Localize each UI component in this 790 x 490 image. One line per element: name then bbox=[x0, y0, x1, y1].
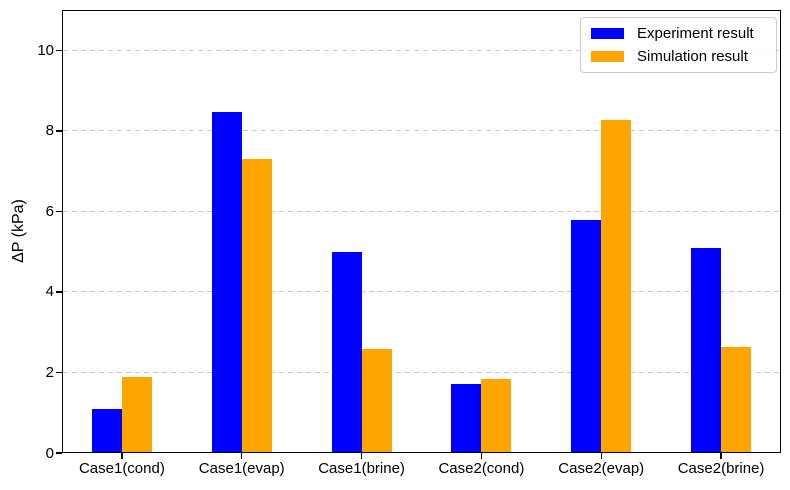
x-tick-label-case1-evap: Case1(evap) bbox=[198, 460, 285, 477]
plot-area bbox=[62, 10, 781, 453]
y-tick-label-2: 2 bbox=[45, 363, 54, 381]
gridline-y-2 bbox=[63, 371, 780, 374]
y-axis-label: ΔP (kPa) bbox=[10, 199, 27, 263]
y-tick-label-8: 8 bbox=[45, 122, 54, 140]
bar-simulation-case1-evap bbox=[241, 158, 272, 452]
bar-simulation-case1-brine bbox=[361, 348, 392, 452]
y-tick-8 bbox=[56, 130, 62, 132]
bar-simulation-case1-cond bbox=[121, 376, 152, 452]
legend-label-experiment: Experiment result bbox=[637, 25, 754, 43]
legend-item-experiment: Experiment result bbox=[591, 25, 766, 42]
bar-simulation-case2-cond bbox=[481, 379, 512, 452]
x-tick-case1-cond bbox=[121, 453, 123, 459]
legend: Experiment result Simulation result bbox=[580, 17, 777, 73]
x-tick-case2-cond bbox=[480, 453, 483, 459]
bar-simulation-case2-brine bbox=[721, 346, 752, 452]
bar-experiment-case1-cond bbox=[91, 409, 122, 452]
x-tick-label-case2-brine: Case2(brine) bbox=[677, 460, 765, 477]
legend-item-simulation: Simulation result bbox=[591, 48, 766, 65]
y-tick-label-10: 10 bbox=[37, 41, 54, 59]
y-tick-label-4: 4 bbox=[45, 283, 54, 301]
bar-experiment-case1-evap bbox=[211, 111, 242, 452]
y-tick-10 bbox=[56, 49, 62, 51]
x-tick-label-case2-cond: Case2(cond) bbox=[438, 460, 525, 477]
gridline-y-10 bbox=[63, 49, 780, 51]
y-tick-6 bbox=[56, 210, 62, 213]
x-tick-label-case1-cond: Case1(cond) bbox=[78, 460, 165, 477]
legend-swatch-experiment-icon bbox=[591, 28, 624, 40]
x-tick-case2-brine bbox=[720, 453, 722, 459]
y-tick-0 bbox=[56, 452, 62, 454]
y-tick-4 bbox=[56, 291, 62, 293]
gridline-y-8 bbox=[63, 130, 780, 132]
bar-experiment-case1-brine bbox=[331, 252, 362, 452]
x-tick-case1-brine bbox=[360, 453, 363, 459]
y-tick-label-6: 6 bbox=[45, 202, 54, 220]
bar-simulation-case2-evap bbox=[601, 119, 632, 452]
gridline-y-6 bbox=[63, 210, 780, 212]
y-tick-label-0: 0 bbox=[45, 444, 54, 462]
y-tick-2 bbox=[56, 371, 62, 374]
x-tick-case2-evap bbox=[600, 453, 602, 459]
legend-label-simulation: Simulation result bbox=[637, 47, 748, 65]
bar-experiment-case2-brine bbox=[691, 248, 722, 452]
bar-experiment-case2-evap bbox=[571, 219, 602, 452]
x-tick-label-case2-evap: Case2(evap) bbox=[558, 460, 645, 477]
legend-swatch-simulation-icon bbox=[591, 50, 624, 62]
x-tick-case1-evap bbox=[241, 453, 243, 459]
gridline-y-4 bbox=[63, 291, 780, 293]
x-tick-label-case1-brine: Case1(brine) bbox=[318, 460, 405, 477]
bar-experiment-case2-cond bbox=[451, 383, 482, 452]
